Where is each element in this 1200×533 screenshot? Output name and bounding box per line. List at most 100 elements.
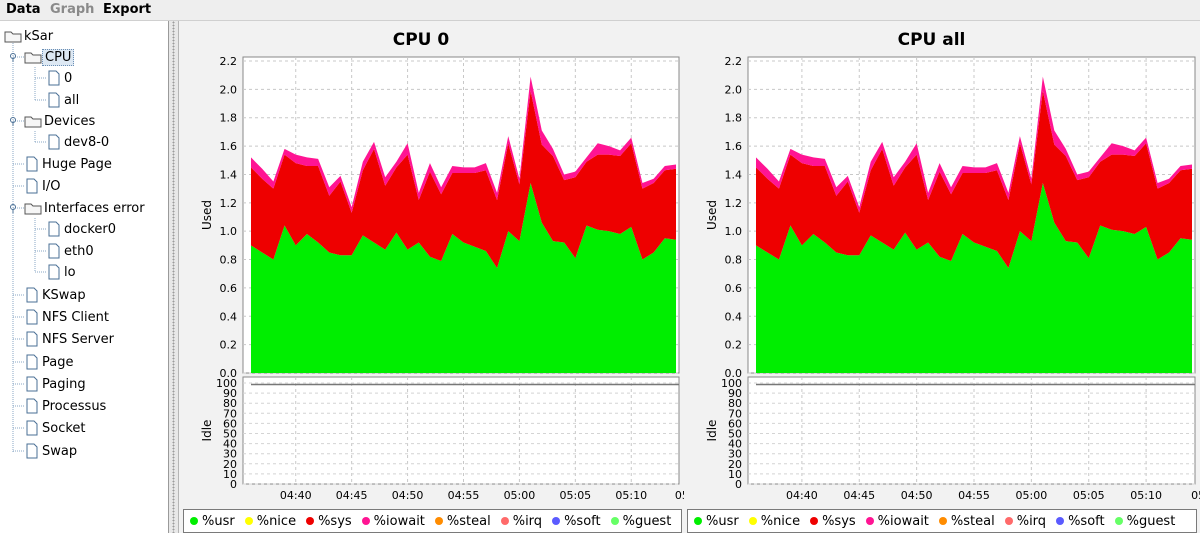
tree-item-socket[interactable]: Socket xyxy=(24,418,88,438)
tree-item-io[interactable]: I/O xyxy=(24,176,62,196)
tree-item-cpu[interactable]: CPU xyxy=(24,47,75,67)
y-tick-label: 100 xyxy=(721,377,742,390)
y-tick-label: 1.6 xyxy=(725,140,743,153)
y-tick-label: 50 xyxy=(223,428,237,441)
folder-open-icon xyxy=(24,203,42,215)
series-area-sys xyxy=(756,90,1192,269)
tree-item-cpu-all[interactable]: all xyxy=(46,90,81,110)
expand-handle-icon[interactable] xyxy=(8,52,18,62)
legend-label: %sys xyxy=(822,513,856,529)
x-tick-label: 04:45 xyxy=(336,489,368,502)
y-tick-label: 80 xyxy=(728,397,742,410)
tree-item-huge-page[interactable]: Huge Page xyxy=(24,154,114,174)
expand-handle-icon[interactable] xyxy=(8,203,18,213)
tree-item-kswap[interactable]: KSwap xyxy=(24,285,88,305)
graph-panel: CPU 0 0.0 0.2 0.4 0.6 0.8 1.0 1.2 1.4 1.6 1.8 2.0 2.… xyxy=(179,21,1200,533)
x-tick-label: 04:50 xyxy=(901,489,933,502)
tree-item-swap[interactable]: Swap xyxy=(24,441,79,461)
legend-cpu-0: %usr %nice %sys %iowait %steal %irq %soft %gues… xyxy=(183,509,682,533)
legend-swatch xyxy=(810,517,819,525)
legend-item-iowait: %iowait xyxy=(865,514,929,529)
legend-item-usr: %usr xyxy=(694,514,739,529)
y-tick-label: 80 xyxy=(223,397,237,410)
y-tick-label: 100 xyxy=(216,377,237,390)
y-tick-label: 1.0 xyxy=(725,225,743,238)
file-icon xyxy=(48,134,60,150)
tree-item-lo[interactable]: lo xyxy=(46,262,78,282)
legend-label: %nice xyxy=(256,513,297,529)
legend-label: %irq xyxy=(512,513,543,529)
legend-swatch xyxy=(361,517,370,525)
chart-cpu-0: CPU 0 0.0 0.2 0.4 0.6 0.8 1.0 1.2 1.4 1.6 1.8 2.0 2.… xyxy=(200,30,684,502)
legend-swatch xyxy=(938,517,947,525)
y-tick-label: 70 xyxy=(728,407,742,420)
legend-item-usr: %usr xyxy=(190,514,235,529)
idle-axis-label: Idle xyxy=(200,420,214,442)
x-tick-label: 05:10 xyxy=(615,489,647,502)
tree-root[interactable]: kSar xyxy=(4,26,55,46)
x-tick-label: 04:55 xyxy=(448,489,480,502)
legend-item-iowait: %iowait xyxy=(361,513,425,529)
y-tick-label: 2.2 xyxy=(725,55,743,68)
y-tick-label: 0.6 xyxy=(725,282,743,295)
tree-item-processus[interactable]: Processus xyxy=(24,396,108,416)
y-axis-label: Used xyxy=(200,200,214,230)
x-tick-label: 05:10 xyxy=(1130,489,1162,502)
tree-item-nfs-client[interactable]: NFS Client xyxy=(24,307,111,327)
file-icon xyxy=(26,398,38,414)
legend-label: %irq xyxy=(1016,513,1047,529)
split-pane-divider[interactable] xyxy=(169,21,179,533)
expand-handle-icon[interactable] xyxy=(8,116,18,126)
legend-swatch xyxy=(244,517,253,525)
chart-title: CPU 0 xyxy=(393,30,450,50)
legend-label: %nice xyxy=(760,513,801,529)
plot-area-idle xyxy=(242,376,680,485)
y-tick-label: 0.8 xyxy=(725,254,743,267)
tree-item-devices[interactable]: Devices xyxy=(24,111,97,131)
legend-label: %iowait xyxy=(373,513,425,529)
file-icon xyxy=(26,331,38,347)
y-tick-label: 1.0 xyxy=(220,225,238,238)
y-tick-label: 10 xyxy=(728,468,742,481)
folder-open-icon xyxy=(24,116,42,128)
tree-item-interfaces-error[interactable]: Interfaces error xyxy=(24,198,147,218)
legend-swatch xyxy=(500,517,509,525)
legend-item-nice: %nice xyxy=(244,513,297,529)
y-tick-label: 20 xyxy=(223,458,237,471)
x-tick-label: 05:1 xyxy=(675,489,684,502)
x-tick-label: 05:00 xyxy=(1016,489,1048,502)
tree-item-dev8-0[interactable]: dev8-0 xyxy=(46,132,111,152)
tree-panel: kSar CPU 0 all Devices dev8-0 Huge Page … xyxy=(0,21,169,533)
y-axis-label: Used xyxy=(705,200,719,230)
menu-export[interactable]: Export xyxy=(103,2,152,17)
x-tick-label: 04:40 xyxy=(280,489,312,502)
tree-item-paging[interactable]: Paging xyxy=(24,374,88,394)
file-icon xyxy=(26,309,38,325)
y-tick-label: 0.8 xyxy=(220,254,238,267)
tree-item-eth0[interactable]: eth0 xyxy=(46,241,96,261)
tree-item-docker0[interactable]: docker0 xyxy=(46,219,118,239)
tree-item-page[interactable]: Page xyxy=(24,352,75,372)
legend-item-guest: %guest xyxy=(1114,514,1175,529)
legend-item-soft: %soft xyxy=(1056,514,1105,529)
menu-data[interactable]: Data xyxy=(6,2,41,17)
y-tick-label: 40 xyxy=(223,438,237,451)
legend-item-sys: %sys xyxy=(810,514,856,529)
file-icon xyxy=(48,221,60,237)
y-tick-label: 1.2 xyxy=(725,197,743,210)
y-tick-label: 90 xyxy=(728,387,742,400)
tree-lines xyxy=(12,43,46,453)
x-tick-label: 05:05 xyxy=(1073,489,1105,502)
series-area-usr xyxy=(251,182,676,373)
legend-label: %soft xyxy=(1068,513,1105,529)
y-tick-label: 1.2 xyxy=(220,197,238,210)
file-icon xyxy=(26,287,38,303)
legend-label: %usr xyxy=(202,513,235,529)
folder-open-icon xyxy=(24,52,42,64)
tree-item-nfs-server[interactable]: NFS Server xyxy=(24,329,116,349)
legend-swatch xyxy=(552,517,561,525)
y-tick-label: 1.8 xyxy=(725,112,743,125)
file-icon xyxy=(26,443,38,459)
menu-graph[interactable]: Graph xyxy=(50,2,95,17)
tree-item-cpu-0[interactable]: 0 xyxy=(46,68,74,88)
